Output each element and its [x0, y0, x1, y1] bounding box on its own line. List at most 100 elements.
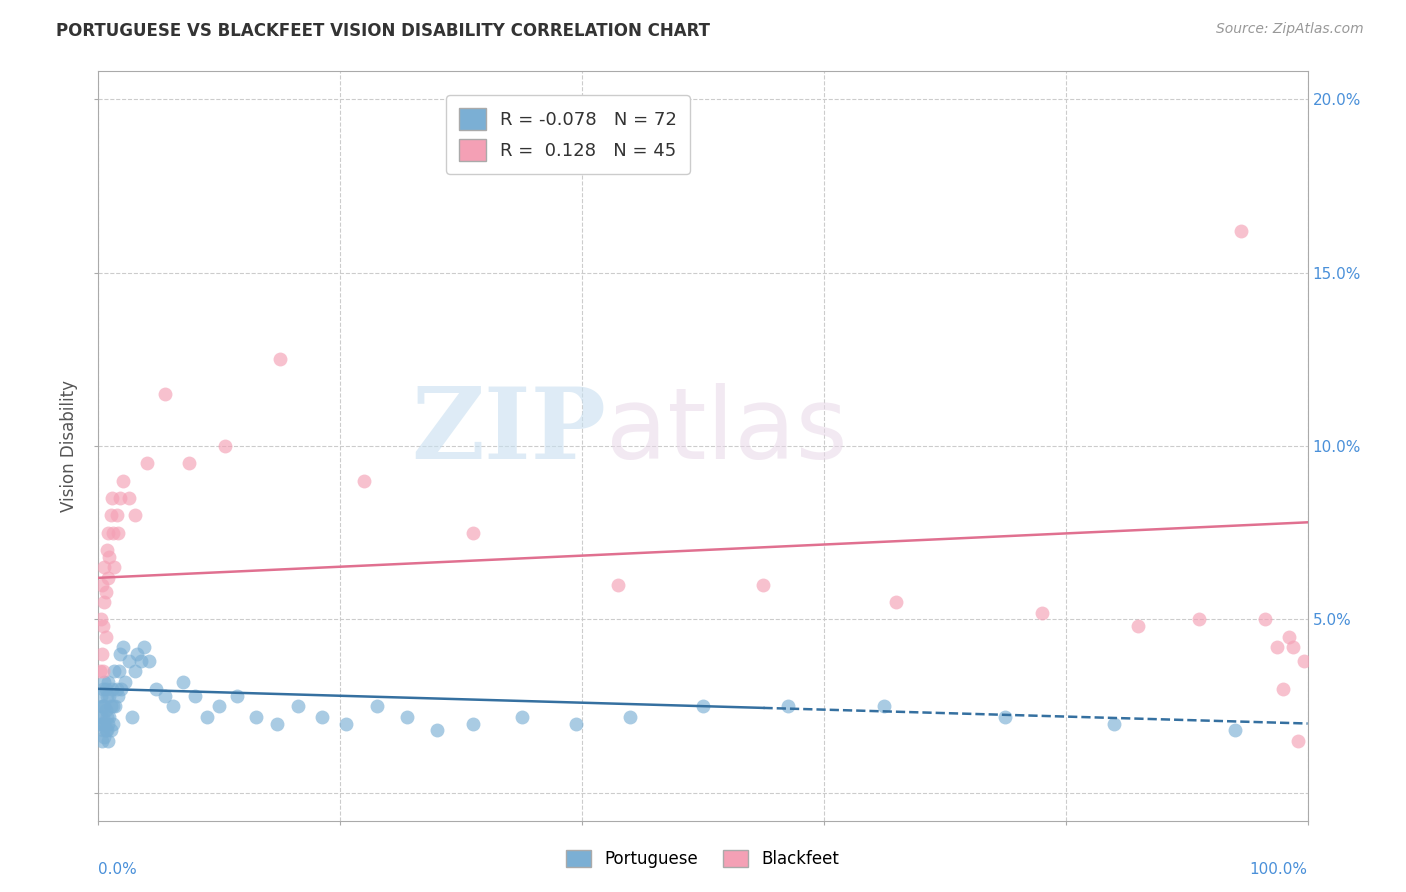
- Point: [91, 619, 114, 633]
- Point: [90, 689, 112, 703]
- Point: [96, 723, 118, 738]
- Point: [100, 699, 122, 714]
- Point: [226, 689, 249, 703]
- Point: [245, 709, 267, 723]
- Point: [100, 723, 122, 738]
- Point: [208, 699, 231, 714]
- Point: [111, 640, 134, 655]
- Point: [103, 665, 125, 679]
- Point: [96, 709, 118, 723]
- Point: [97, 716, 120, 731]
- Point: [91, 578, 114, 592]
- Point: [873, 699, 896, 714]
- Point: [311, 709, 333, 723]
- Point: [93, 674, 115, 689]
- Point: [1230, 224, 1253, 238]
- Point: [1102, 716, 1125, 731]
- Point: [108, 491, 131, 505]
- Point: [97, 674, 120, 689]
- Point: [269, 352, 291, 367]
- Point: [162, 699, 184, 714]
- Point: [91, 709, 114, 723]
- Point: [91, 723, 114, 738]
- Point: [121, 709, 143, 723]
- Point: [91, 647, 114, 661]
- Point: [94, 703, 117, 717]
- Point: [129, 654, 152, 668]
- Point: [134, 640, 156, 655]
- Point: [565, 716, 588, 731]
- Point: [138, 654, 160, 668]
- Point: [93, 731, 115, 745]
- Point: [100, 491, 122, 505]
- Point: [91, 665, 114, 679]
- Point: [98, 549, 121, 564]
- Point: [426, 723, 449, 738]
- Point: [98, 689, 121, 703]
- Point: [463, 716, 485, 731]
- Point: [91, 699, 114, 714]
- Point: [619, 709, 641, 723]
- Point: [1278, 630, 1301, 644]
- Point: [90, 612, 112, 626]
- Point: [94, 584, 117, 599]
- Point: [110, 681, 132, 696]
- Point: [118, 654, 141, 668]
- Text: Source: ZipAtlas.com: Source: ZipAtlas.com: [1216, 22, 1364, 37]
- Point: [335, 716, 357, 731]
- Point: [395, 709, 418, 723]
- Point: [195, 709, 218, 723]
- Point: [97, 525, 120, 540]
- Point: [1286, 734, 1309, 748]
- Point: [101, 525, 124, 540]
- Point: [100, 681, 122, 696]
- Point: [172, 674, 194, 689]
- Point: [91, 734, 114, 748]
- Point: [96, 689, 118, 703]
- Point: [366, 699, 388, 714]
- Legend: Portuguese, Blackfeet: Portuguese, Blackfeet: [560, 843, 846, 875]
- Text: 0.0%: 0.0%: [98, 863, 138, 877]
- Point: [145, 681, 167, 696]
- Point: [1188, 612, 1211, 626]
- Point: [752, 578, 775, 592]
- Point: [93, 595, 115, 609]
- Point: [91, 716, 114, 731]
- Point: [1031, 606, 1053, 620]
- Point: [93, 716, 115, 731]
- Point: [1282, 640, 1305, 655]
- Point: [153, 387, 176, 401]
- Point: [108, 647, 131, 661]
- Point: [135, 456, 157, 470]
- Point: [266, 716, 288, 731]
- Point: [105, 681, 128, 696]
- Point: [124, 508, 146, 523]
- Point: [179, 456, 201, 470]
- Point: [118, 491, 141, 505]
- Point: [776, 699, 799, 714]
- Y-axis label: Vision Disability: Vision Disability: [60, 380, 79, 512]
- Point: [111, 474, 134, 488]
- Point: [93, 560, 115, 574]
- Point: [287, 699, 309, 714]
- Point: [100, 508, 122, 523]
- Point: [108, 665, 131, 679]
- Point: [98, 709, 121, 723]
- Point: [153, 689, 176, 703]
- Point: [94, 723, 117, 738]
- Point: [1272, 681, 1295, 696]
- Text: ZIP: ZIP: [412, 383, 606, 480]
- Point: [107, 525, 129, 540]
- Point: [1128, 619, 1150, 633]
- Point: [184, 689, 207, 703]
- Point: [353, 474, 375, 488]
- Point: [214, 439, 236, 453]
- Text: 100.0%: 100.0%: [1250, 863, 1308, 877]
- Point: [93, 699, 115, 714]
- Point: [94, 630, 117, 644]
- Point: [104, 699, 127, 714]
- Point: [91, 699, 114, 714]
- Point: [94, 681, 117, 696]
- Point: [114, 674, 136, 689]
- Point: [1267, 640, 1289, 655]
